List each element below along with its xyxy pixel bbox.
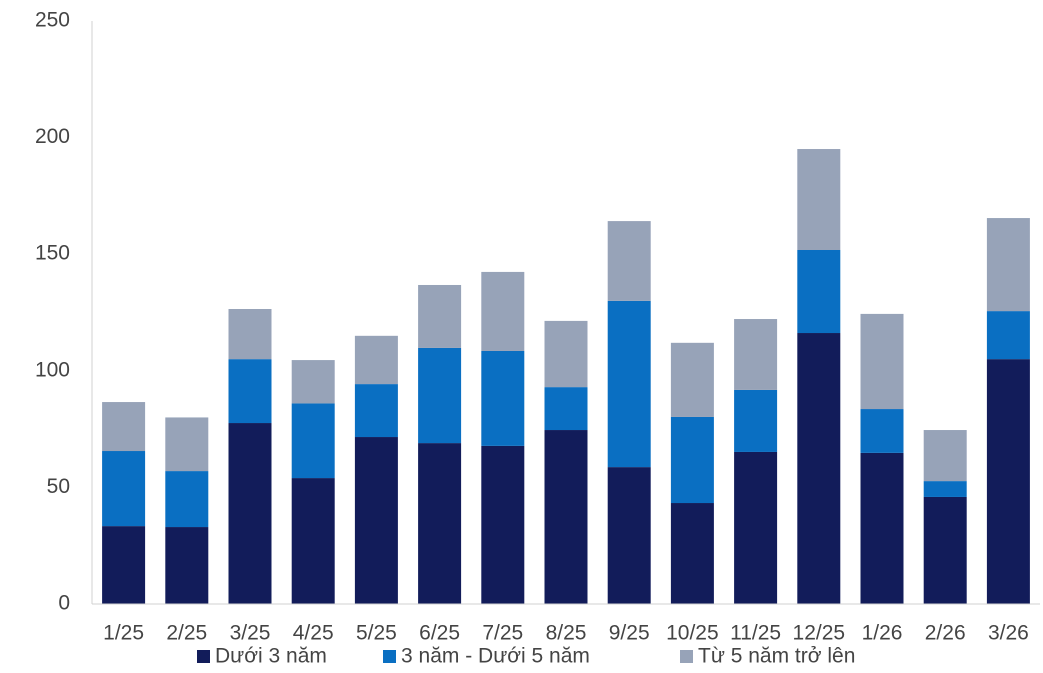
x-tick-label: 10/25: [666, 622, 719, 645]
bar-segment: [354, 384, 398, 438]
bar-segment: [986, 218, 1030, 312]
bar-segment: [418, 284, 462, 348]
bar-segment: [291, 360, 335, 404]
bar-segment: [860, 313, 904, 410]
bar-segment: [228, 423, 272, 604]
bar-segment: [923, 496, 967, 604]
x-tick-label: 7/25: [482, 622, 523, 645]
bar-segment: [481, 271, 525, 351]
legend-label: 3 năm - Dưới 5 năm: [401, 645, 590, 668]
y-tick-label: 100: [35, 358, 70, 381]
bar-segment: [165, 471, 209, 528]
bar-segment: [165, 527, 209, 604]
x-tick-label: 1/26: [862, 622, 903, 645]
bar-segment: [986, 359, 1030, 604]
bar-segment: [670, 503, 714, 604]
bar-segment: [481, 445, 525, 604]
bar-segment: [734, 319, 778, 390]
bar-segment: [354, 335, 398, 385]
legend-label: Từ 5 năm trở lên: [698, 645, 855, 668]
x-tick-label: 12/25: [793, 622, 846, 645]
x-tick-label: 4/25: [293, 622, 334, 645]
y-tick-label: 200: [35, 125, 70, 148]
bar-segment: [544, 387, 588, 431]
x-tick-label: 2/25: [166, 622, 207, 645]
bar-segment: [734, 389, 778, 452]
bar-segment: [797, 250, 841, 334]
bar-segment: [860, 409, 904, 453]
bar-segment: [734, 451, 778, 604]
bar-segment: [670, 342, 714, 417]
bar-segment: [418, 443, 462, 604]
bar-segment: [102, 402, 146, 452]
x-tick-label: 9/25: [609, 622, 650, 645]
bar-segment: [544, 430, 588, 604]
bar-segment: [291, 403, 335, 479]
bar-segment: [923, 481, 967, 497]
legend-swatch: [197, 650, 210, 663]
x-tick-label: 3/26: [988, 622, 1029, 645]
bar-segment: [860, 452, 904, 604]
bar-segment: [354, 437, 398, 604]
bar-segment: [544, 320, 588, 388]
bar-segment: [607, 221, 651, 301]
bar-segment: [228, 359, 272, 424]
bar-segment: [102, 451, 146, 527]
legend-label: Dưới 3 năm: [215, 645, 327, 668]
bar-segment: [607, 467, 651, 604]
y-tick-label: 50: [47, 475, 70, 498]
y-tick-label: 150: [35, 242, 70, 265]
bar-segment: [418, 347, 462, 444]
bar-segment: [670, 416, 714, 504]
bar-segment: [228, 309, 272, 360]
x-tick-label: 3/25: [230, 622, 271, 645]
x-tick-label: 6/25: [419, 622, 460, 645]
bar-segment: [607, 300, 651, 468]
bar-segment: [797, 149, 841, 251]
bar-segment: [165, 417, 209, 472]
bar-segment: [481, 350, 525, 446]
x-tick-label: 5/25: [356, 622, 397, 645]
legend-swatch: [383, 650, 396, 663]
x-tick-label: 2/26: [925, 622, 966, 645]
y-tick-label: 0: [58, 592, 70, 615]
bar-segment: [291, 478, 335, 604]
x-tick-label: 11/25: [730, 622, 781, 645]
bar-segment: [102, 526, 146, 604]
x-tick-label: 8/25: [546, 622, 587, 645]
legend-swatch: [680, 650, 693, 663]
bar-segment: [986, 311, 1030, 360]
y-tick-label: 250: [35, 9, 70, 32]
bar-segment: [923, 430, 967, 482]
bar-segment: [797, 333, 841, 604]
x-tick-label: 1/25: [103, 622, 144, 645]
